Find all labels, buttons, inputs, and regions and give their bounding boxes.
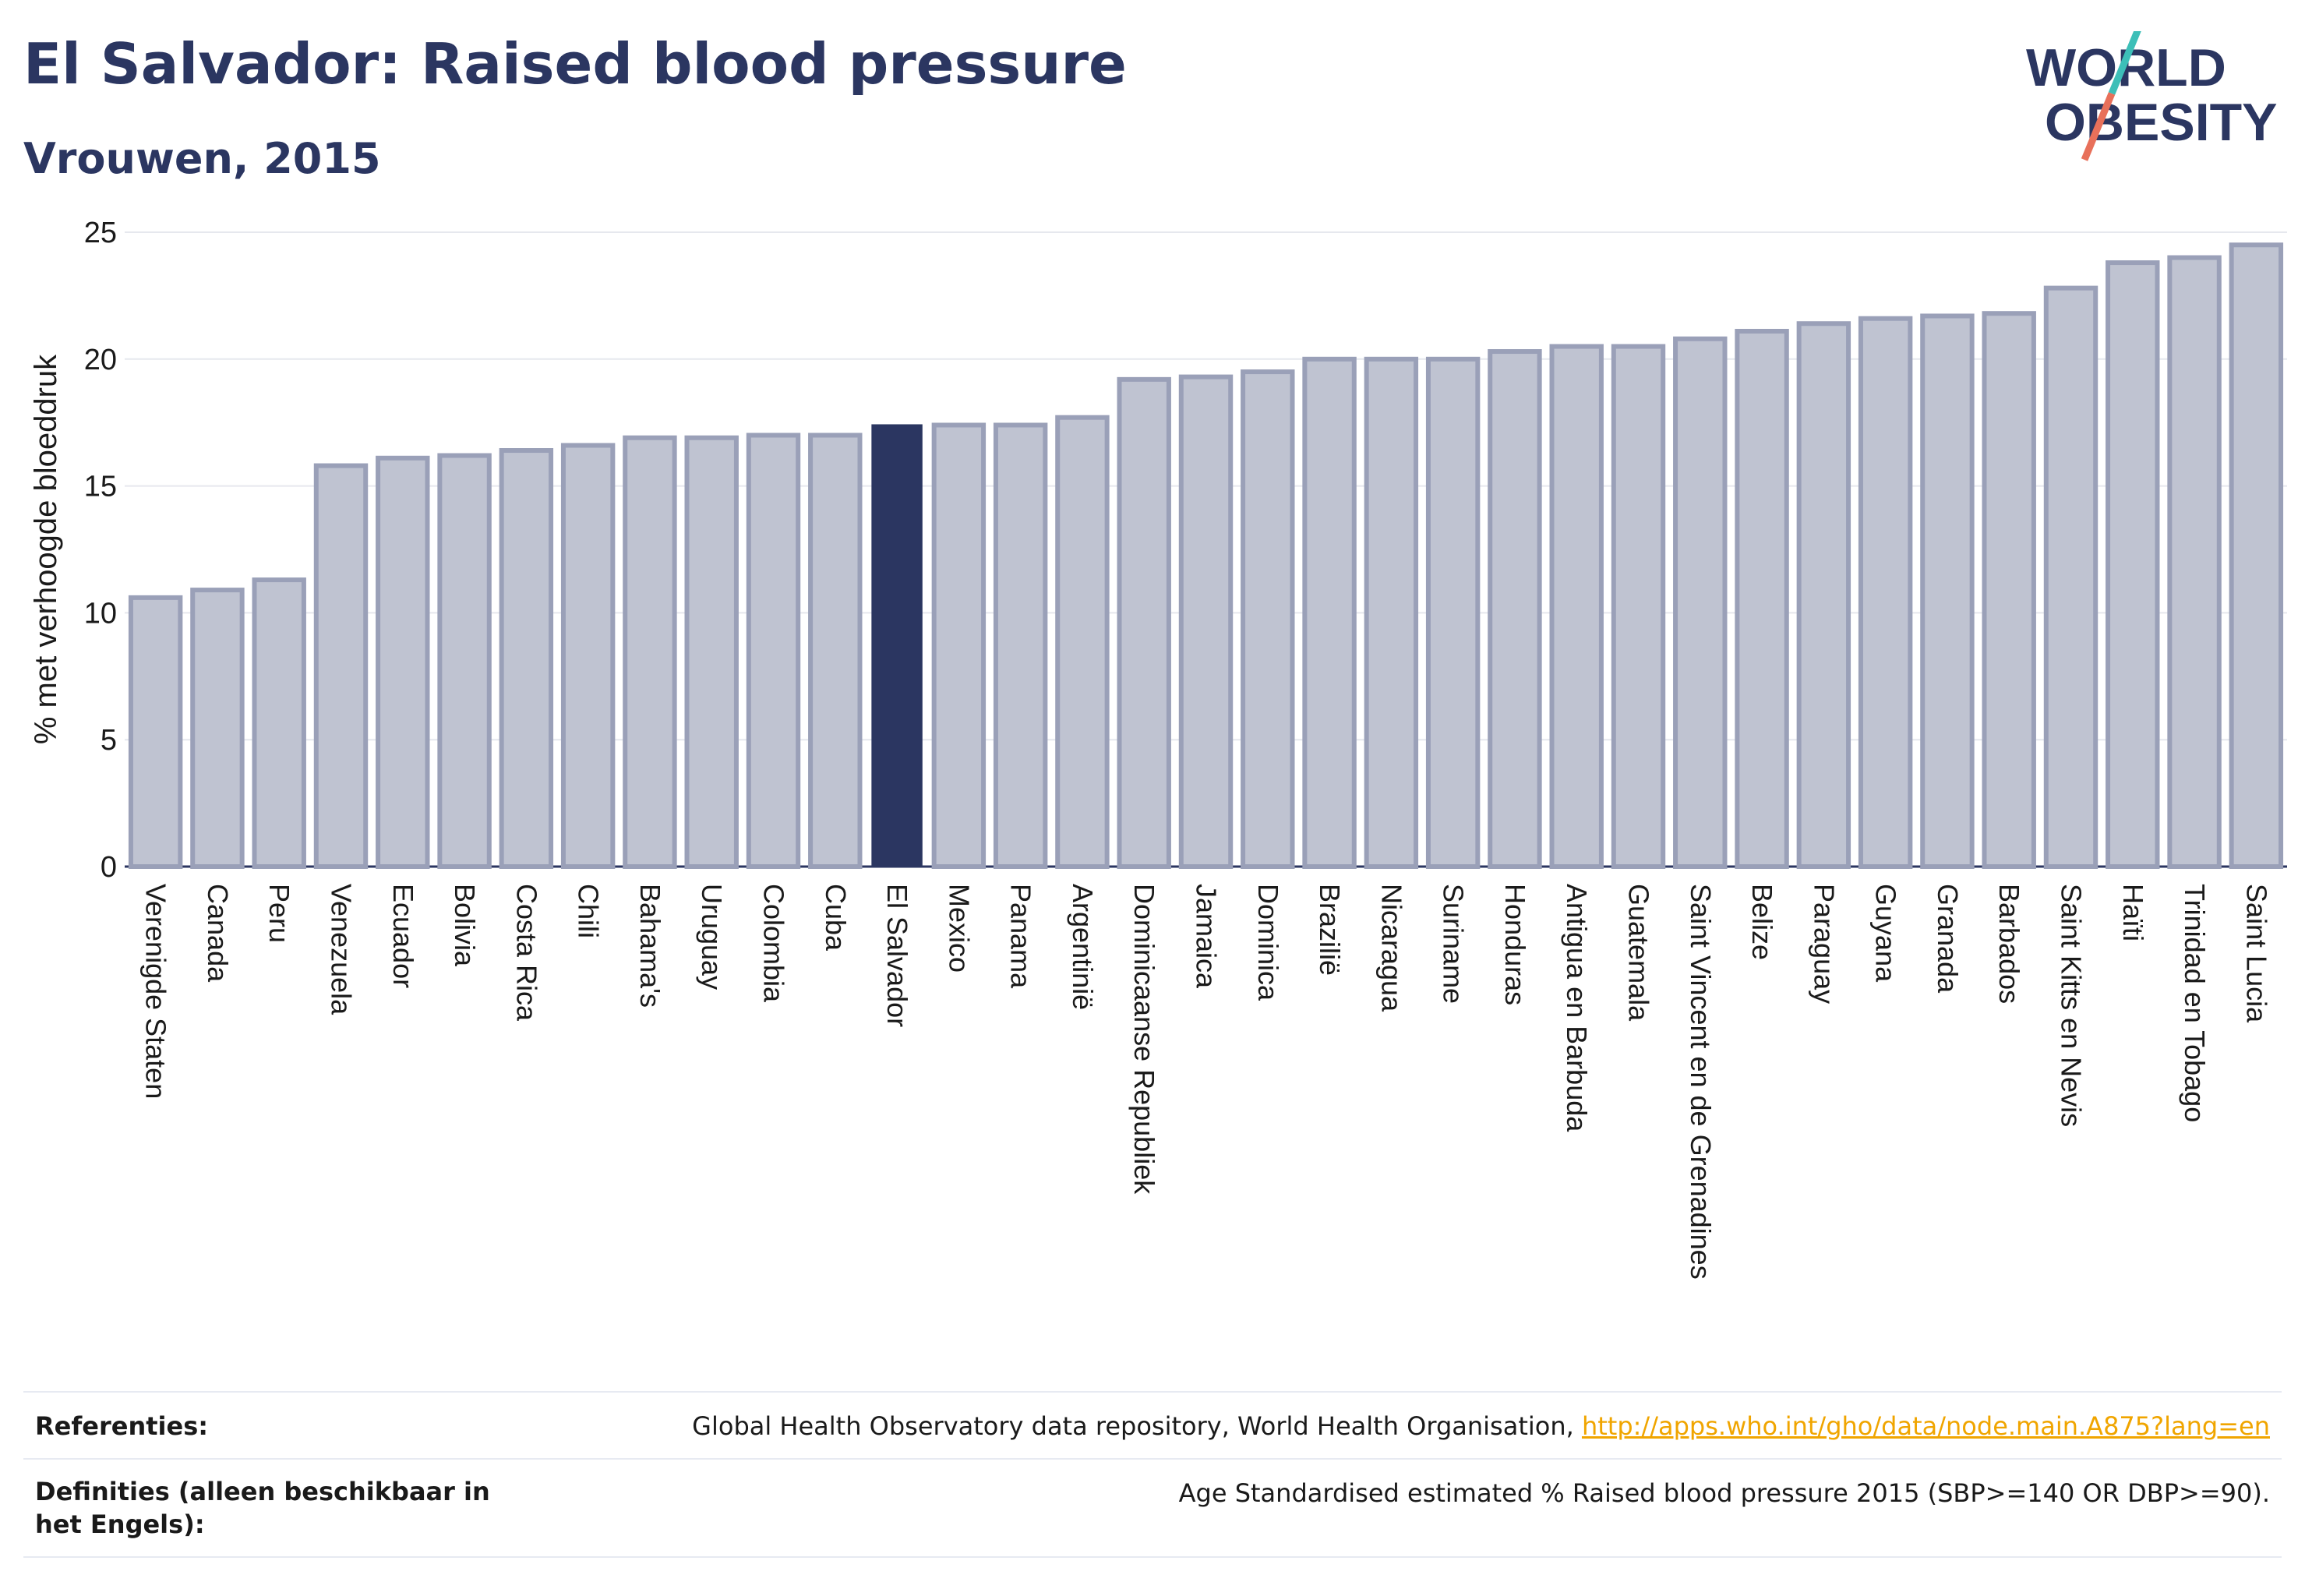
- bar[interactable]: [2167, 255, 2222, 869]
- references-table: Referenties: Global Health Observatory d…: [23, 1391, 2282, 1558]
- bar[interactable]: [746, 433, 801, 869]
- bar[interactable]: [1055, 415, 1110, 869]
- references-row: Referenties: Global Health Observatory d…: [23, 1391, 2282, 1458]
- x-category-label: Belize: [1746, 884, 1778, 960]
- bar[interactable]: [931, 422, 987, 869]
- x-category-label: Barbados: [1993, 884, 2025, 1004]
- chart-title: El Salvador: Raised blood pressure: [23, 31, 1127, 97]
- bar-chart: 0 5 10 15 20 25 Verenigde Staten Canada Peru Ven…: [29, 217, 2287, 1280]
- x-category-label: Haïti: [2117, 884, 2149, 941]
- definitions-text: Age Standardised estimated % Raised bloo…: [1178, 1478, 2270, 1508]
- y-tick-label: 15: [84, 471, 117, 503]
- y-tick-label: 5: [101, 724, 117, 757]
- x-category-label: Cuba: [820, 884, 852, 952]
- x-category-label: Antigua en Barbuda: [1561, 884, 1593, 1132]
- bar[interactable]: [808, 433, 863, 869]
- bar[interactable]: [1302, 356, 1357, 869]
- x-category-label: Paraguay: [1808, 884, 1840, 1004]
- bar[interactable]: [1364, 356, 1419, 869]
- bar[interactable]: [684, 435, 739, 869]
- x-category-label: Bahama's: [634, 884, 666, 1008]
- bar[interactable]: [437, 453, 492, 869]
- x-category-label: Brazilië: [1314, 884, 1346, 976]
- x-category-label: Panama: [1005, 884, 1037, 989]
- y-tick-label: 0: [101, 851, 117, 884]
- x-category-label: Dominica: [1252, 884, 1284, 1001]
- bar[interactable]: [1117, 376, 1171, 869]
- bar[interactable]: [1611, 344, 1666, 869]
- bar[interactable]: [1982, 311, 2036, 869]
- x-category-label: Saint Vincent en de Grenadines: [1685, 884, 1717, 1280]
- x-category-label: Mexico: [943, 884, 975, 973]
- x-category-label: Granada: [1932, 884, 1964, 994]
- y-tick-label: 10: [84, 597, 117, 630]
- x-category-labels: Verenigde Staten Canada Peru Venezuela Ecuad…: [140, 884, 2273, 1280]
- x-category-label: Honduras: [1499, 884, 1531, 1005]
- x-category-label: Canada: [202, 884, 234, 983]
- references-value: Global Health Observatory data repositor…: [692, 1411, 2270, 1441]
- bar[interactable]: [560, 443, 616, 869]
- bar[interactable]: [871, 424, 923, 867]
- x-category-label: Costa Rica: [510, 884, 542, 1022]
- x-category-label: Trinidad en Tobago: [2179, 884, 2211, 1122]
- definitions-label: Definities (alleen beschikbaar in het En…: [35, 1477, 490, 1539]
- definitions-row: Definities (alleen beschikbaar in het En…: [23, 1458, 2282, 1558]
- bar[interactable]: [313, 463, 369, 869]
- y-axis-label: % met verhoogde bloeddruk: [29, 354, 63, 744]
- bar[interactable]: [190, 588, 245, 869]
- y-tick-label: 20: [84, 344, 117, 376]
- x-category-label: Dominicaanse Republiek: [1128, 884, 1160, 1195]
- bar[interactable]: [1241, 369, 1295, 869]
- bar[interactable]: [2229, 242, 2284, 869]
- bar[interactable]: [1920, 313, 1975, 869]
- x-category-label: Jamaica: [1191, 884, 1223, 989]
- x-category-label: Chili: [573, 884, 605, 938]
- bar[interactable]: [2043, 285, 2099, 869]
- bar[interactable]: [1858, 316, 1913, 870]
- x-category-label: Bolivia: [449, 884, 481, 967]
- bar[interactable]: [128, 595, 183, 869]
- bars: [128, 242, 2284, 870]
- x-category-label: Argentinië: [1067, 884, 1099, 1010]
- y-tick-labels: 0 5 10 15 20 25: [84, 217, 117, 884]
- x-category-label: Venezuela: [326, 884, 358, 1015]
- x-category-label: Uruguay: [696, 884, 728, 990]
- x-category-label: Guyana: [1870, 884, 1902, 983]
- x-category-label: Verenigde Staten: [140, 884, 172, 1099]
- world-obesity-logo[interactable]: WORLD OBESITY: [2026, 31, 2291, 171]
- x-category-label: Peru: [263, 884, 295, 943]
- x-category-label: Saint Lucia: [2240, 884, 2272, 1023]
- bar[interactable]: [252, 577, 306, 870]
- x-category-label: Guatemala: [1623, 884, 1655, 1022]
- references-label: Referenties:: [35, 1411, 209, 1441]
- logo-teal-slash: [2108, 31, 2141, 95]
- bar[interactable]: [1735, 328, 1789, 869]
- bar[interactable]: [2106, 260, 2160, 869]
- x-category-label: Colombia: [758, 884, 790, 1003]
- logo-coral-slash: [2081, 92, 2116, 161]
- chart-subtitle: Vrouwen, 2015: [23, 134, 381, 183]
- bar[interactable]: [1178, 374, 1234, 870]
- x-category-label: Ecuador: [387, 884, 419, 988]
- bar[interactable]: [1488, 349, 1542, 870]
- bar[interactable]: [499, 448, 554, 869]
- y-tick-label: 25: [84, 217, 117, 249]
- x-category-label: Suriname: [1438, 884, 1470, 1004]
- logo-line2: OBESITY: [2045, 93, 2278, 152]
- bar[interactable]: [993, 422, 1048, 869]
- x-category-label: Saint Kitts en Nevis: [2056, 884, 2088, 1127]
- references-text: Global Health Observatory data repositor…: [692, 1411, 1574, 1441]
- bar[interactable]: [376, 455, 430, 869]
- x-category-label: El Salvador: [881, 884, 913, 1027]
- bar[interactable]: [1549, 344, 1604, 869]
- x-category-label: Nicaragua: [1375, 884, 1407, 1012]
- bar[interactable]: [623, 435, 677, 869]
- references-link[interactable]: http://apps.who.int/gho/data/node.main.A…: [1581, 1411, 2270, 1441]
- bar[interactable]: [1425, 356, 1481, 869]
- bar[interactable]: [1673, 336, 1728, 869]
- bar[interactable]: [1796, 321, 1851, 869]
